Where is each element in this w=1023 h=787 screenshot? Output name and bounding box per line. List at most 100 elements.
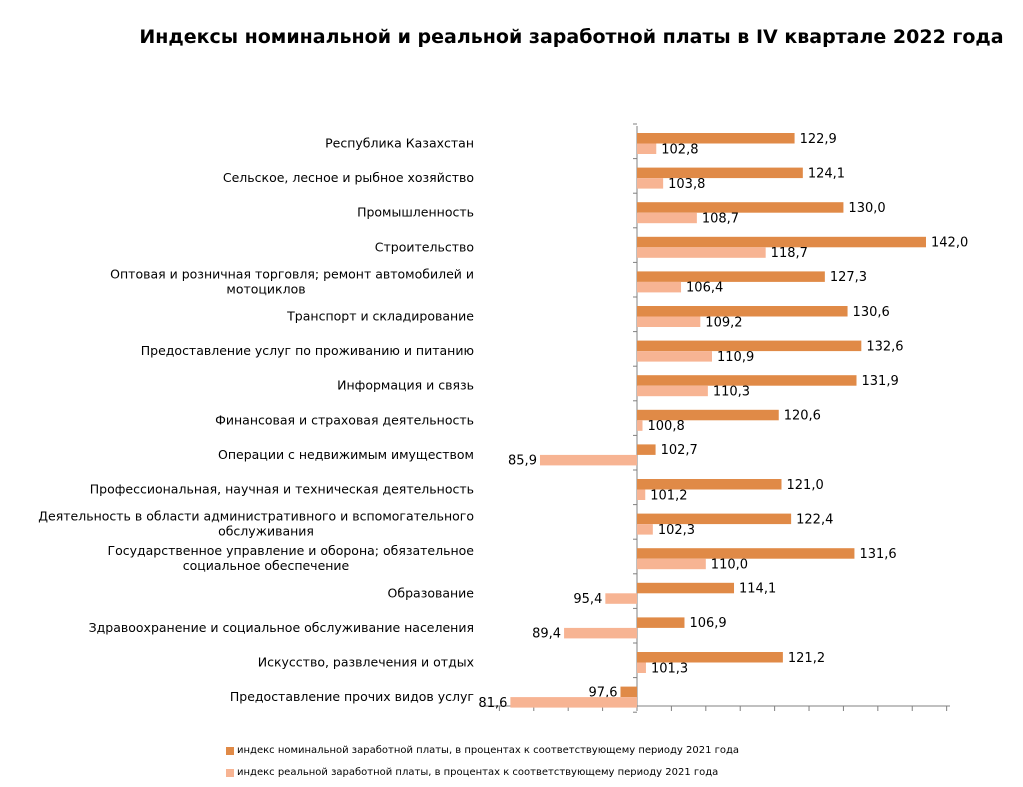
bar-nominal	[637, 375, 857, 386]
data-label-real: 102,8	[661, 142, 698, 157]
category-label: Операции с недвижимым имуществом	[218, 447, 474, 462]
bar-nominal	[637, 444, 656, 455]
data-label-nominal: 120,6	[784, 409, 821, 424]
bar-nominal	[637, 236, 926, 248]
bar-nominal	[637, 409, 779, 421]
category-label-line: Оптовая и розничная торговля; ремонт авт…	[110, 266, 474, 281]
bar-nominal	[637, 479, 782, 490]
data-label-nominal: 114,1	[739, 582, 776, 597]
bar-real	[637, 178, 664, 189]
category-label-line: Финансовая и страховая деятельность	[215, 412, 474, 427]
chart-title: Индексы номинальной и реальной заработно…	[139, 26, 1004, 48]
data-label-real: 101,3	[651, 661, 688, 676]
bar-real	[637, 143, 657, 154]
data-label-real: 110,3	[713, 384, 750, 399]
category-label: Государственное управление и оборона; об…	[107, 543, 474, 573]
category-label: Предоставление прочих видов услуг	[230, 689, 474, 704]
category-label: Профессиональная, научная и техническая …	[90, 482, 474, 497]
legend-item-nominal: индекс номинальной заработной платы, в п…	[226, 745, 739, 756]
category-label-line: Предоставление прочих видов услуг	[230, 689, 474, 704]
category-label-line: Республика Казахстан	[325, 136, 474, 151]
data-label-nominal: 131,6	[859, 547, 896, 562]
data-label-nominal: 127,3	[830, 270, 867, 285]
data-label-nominal: 124,1	[808, 166, 845, 181]
data-label-real: 89,4	[532, 627, 561, 642]
data-label-nominal: 142,0	[931, 236, 968, 251]
data-label-nominal: 130,6	[853, 305, 890, 320]
category-label-line: мотоциклов	[226, 281, 305, 296]
data-label-nominal: 130,0	[848, 201, 885, 216]
data-label-real: 100,8	[648, 419, 685, 434]
legend-label-real: индекс реальной заработной платы, в проц…	[237, 767, 719, 778]
category-label: Оптовая и розничная торговля; ремонт авт…	[110, 266, 474, 296]
bar-real	[510, 697, 637, 708]
bar-nominal	[637, 652, 783, 663]
data-label-real: 110,0	[711, 557, 748, 572]
category-label: Республика Казахстан	[325, 136, 474, 151]
category-label-line: Промышленность	[357, 205, 474, 220]
bar-real	[637, 212, 697, 224]
category-label: Строительство	[375, 239, 474, 254]
data-label-real: 106,4	[686, 281, 723, 296]
data-label-nominal: 131,9	[862, 374, 899, 389]
data-label-real: 108,7	[702, 211, 739, 226]
category-label-line: Образование	[388, 585, 475, 600]
bar-nominal	[637, 513, 792, 525]
data-label-real: 85,9	[508, 454, 537, 469]
bar-nominal	[637, 617, 685, 628]
category-label: Промышленность	[357, 205, 474, 220]
data-label-real: 110,9	[717, 350, 754, 365]
category-label-line: Искусство, развлечения и отдых	[258, 655, 474, 670]
bar-nominal	[637, 271, 825, 282]
legend-label-nominal: индекс номинальной заработной платы, в п…	[237, 745, 740, 756]
category-label-line: социальное обеспечение	[183, 558, 350, 573]
bar-real	[637, 247, 766, 258]
data-label-nominal: 122,4	[796, 512, 833, 527]
category-label: Информация и связь	[337, 378, 474, 393]
bar-real	[605, 593, 637, 604]
bar-nominal	[620, 686, 637, 698]
data-label-real: 103,8	[668, 177, 705, 192]
category-label-line: Строительство	[375, 239, 474, 254]
category-label-line: обслуживания	[218, 524, 314, 539]
category-label-line: Информация и связь	[337, 378, 474, 393]
category-label-line: Государственное управление и оборона; об…	[107, 543, 474, 558]
bar-real	[637, 281, 682, 293]
category-label: Сельское, лесное и рыбное хозяйство	[223, 170, 474, 185]
category-label-line: Транспорт и складирование	[286, 309, 474, 324]
data-label-nominal: 106,9	[689, 616, 726, 631]
category-label-line: Сельское, лесное и рыбное хозяйство	[223, 170, 474, 185]
bar-real	[539, 454, 637, 466]
data-label-real: 81,6	[478, 696, 507, 711]
bar-real	[637, 558, 706, 570]
bar-real	[637, 662, 646, 673]
data-label-real: 109,2	[705, 315, 742, 330]
category-label-line: Здравоохранение и социальное обслуживани…	[89, 620, 474, 635]
category-label: Искусство, развлечения и отдых	[258, 655, 474, 670]
bar-nominal	[637, 582, 735, 594]
bar-real	[637, 316, 701, 327]
legend-swatch-nominal	[226, 746, 234, 755]
bar-real	[637, 489, 646, 500]
category-label: Предоставление услуг по проживанию и пит…	[141, 343, 474, 358]
category-label: Образование	[388, 585, 475, 600]
bar-real	[637, 351, 713, 362]
bar-nominal	[637, 167, 803, 179]
category-label-line: Операции с недвижимым имуществом	[218, 447, 474, 462]
category-label: Деятельность в области административного…	[38, 509, 474, 539]
category-label-line: Деятельность в области административного…	[38, 509, 474, 524]
bar-real	[637, 524, 653, 535]
data-label-nominal: 132,6	[866, 339, 903, 354]
data-label-real: 101,2	[650, 488, 687, 503]
bar-real	[637, 385, 708, 397]
legend-swatch-real	[226, 768, 234, 777]
category-label: Здравоохранение и социальное обслуживани…	[89, 620, 474, 635]
category-label: Транспорт и складирование	[286, 309, 474, 324]
category-label-line: Предоставление услуг по проживанию и пит…	[141, 343, 474, 358]
data-label-nominal: 121,0	[787, 478, 824, 493]
data-label-nominal: 122,9	[800, 132, 837, 147]
category-label: Финансовая и страховая деятельность	[215, 412, 474, 427]
data-label-nominal: 121,2	[788, 651, 825, 666]
legend-item-real: индекс реальной заработной платы, в проц…	[226, 767, 718, 778]
